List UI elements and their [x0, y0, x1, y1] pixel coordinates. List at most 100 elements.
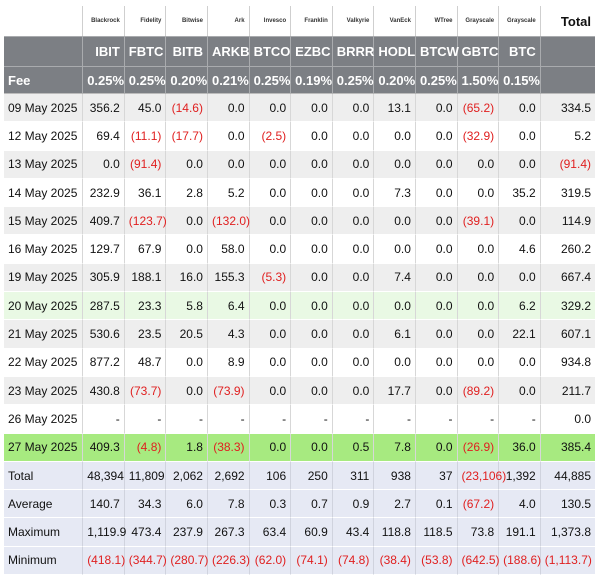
- summary-value: 6.0: [165, 490, 207, 519]
- flow-value: 58.0: [206, 235, 249, 264]
- flow-value: 0.0: [456, 150, 499, 179]
- fee-value: 0.25%: [331, 66, 374, 94]
- row-date: 20 May 2025: [4, 292, 83, 321]
- issuer-name: Fidelity: [123, 6, 166, 36]
- summary-value: 63.4: [248, 518, 291, 547]
- table-row: 15 May 2025 409.7 (123.7) 0.0 (132.0) 0.0 0.0 0…: [4, 207, 595, 236]
- flow-value: -: [82, 405, 124, 434]
- flow-value: 0.0: [373, 150, 415, 179]
- summary-value: 60.9: [290, 518, 332, 547]
- flow-value: 0.0: [414, 94, 457, 123]
- flow-value: 0.0: [248, 178, 291, 208]
- corner-cell: [4, 6, 83, 36]
- fee-value: 0.21%: [206, 66, 249, 94]
- flow-value: 0.0: [498, 348, 540, 377]
- flow-value: 0.0: [290, 292, 332, 321]
- summary-value: 191.1: [498, 518, 540, 547]
- flow-value: (5.3): [248, 263, 291, 293]
- summary-value: 4.0: [498, 490, 540, 519]
- ticker-symbol: EZBC: [290, 36, 332, 66]
- flow-value: 23.3: [123, 292, 166, 321]
- summary-total: 1,373.8: [539, 518, 595, 547]
- flow-value: 0.0: [456, 292, 499, 321]
- fee-value: 0.15%: [498, 66, 540, 94]
- flow-value: 356.2: [82, 94, 124, 123]
- summary-value: (226.3): [206, 546, 250, 576]
- summary-value: 118.8: [373, 518, 415, 547]
- flow-value: 0.0: [414, 292, 457, 321]
- row-total: 607.1: [539, 320, 595, 349]
- table-row: 21 May 2025 530.6 23.5 20.5 4.3 0.0 0.0 0.0 6.1 0…: [4, 320, 595, 349]
- summary-value: 237.9: [165, 518, 207, 547]
- flow-value: 188.1: [123, 263, 166, 293]
- flows-grid: Blackrock Fidelity Bitwise Ark Invesco Frankl…: [4, 6, 595, 576]
- summary-value: (38.4): [373, 546, 415, 576]
- table-row: 13 May 2025 0.0 (91.4) 0.0 0.0 0.0 0.0 0.0 0.0 0.…: [4, 150, 595, 179]
- fee-row: Fee 0.25% 0.25% 0.20% 0.21% 0.25% 0.19% 0.25% 0…: [4, 66, 595, 94]
- flow-value: 0.0: [248, 235, 291, 264]
- flow-value: 0.0: [290, 320, 332, 349]
- flow-value: 35.2: [498, 178, 540, 208]
- issuer-name: Invesco: [248, 6, 291, 36]
- fee-value: 0.19%: [290, 66, 332, 94]
- summary-value: (642.5): [456, 546, 500, 576]
- flow-value: 0.0: [456, 348, 499, 377]
- row-total: 114.9: [539, 207, 595, 236]
- flow-value: 0.0: [165, 150, 207, 179]
- ticker-symbol: GBTC: [456, 36, 498, 66]
- flow-value: 430.8: [82, 376, 124, 406]
- row-date: 21 May 2025: [4, 320, 83, 349]
- ticker-symbol: BTC: [498, 36, 540, 66]
- table-row: 20 May 2025 287.5 23.3 5.8 6.4 0.0 0.0 0.0 0.0 0.…: [4, 292, 595, 321]
- flow-value: 0.0: [290, 150, 332, 179]
- row-total: 385.4: [539, 433, 595, 462]
- flow-value: 0.0: [331, 292, 374, 321]
- summary-value: (67.2): [456, 490, 499, 519]
- issuer-header-row: Blackrock Fidelity Bitwise Ark Invesco Frankl…: [4, 6, 595, 36]
- ticker-symbol: FBTC: [123, 36, 166, 66]
- flow-value: 0.0: [414, 235, 457, 264]
- flow-value: -: [498, 405, 540, 434]
- flow-value: 0.0: [248, 348, 291, 377]
- summary-value: (23,106): [456, 461, 506, 491]
- flow-value: (26.9): [456, 433, 499, 462]
- summary-value: (280.7): [165, 546, 208, 576]
- flow-value: 0.0: [414, 348, 457, 377]
- summary-value: 2.7: [373, 490, 415, 519]
- flow-value: (38.3): [206, 433, 249, 462]
- ticker-symbol: BRRR: [331, 36, 374, 66]
- issuer-name: Bitwise: [165, 6, 207, 36]
- flow-value: 0.0: [248, 207, 291, 236]
- row-date: 22 May 2025: [4, 348, 83, 377]
- flow-value: 0.0: [331, 263, 374, 293]
- flow-value: 0.0: [414, 376, 457, 406]
- flow-value: 0.0: [290, 122, 332, 151]
- row-total: 0.0: [539, 405, 595, 434]
- flow-value: 0.0: [290, 348, 332, 377]
- row-total: 260.2: [539, 235, 595, 264]
- row-total: 667.4: [539, 263, 595, 293]
- summary-value: 0.1: [414, 490, 457, 519]
- flow-value: 0.0: [331, 122, 374, 151]
- flow-value: 7.8: [373, 433, 415, 462]
- flow-value: 0.0: [248, 150, 291, 179]
- issuer-name: VanEck: [373, 6, 415, 36]
- flow-value: 67.9: [123, 235, 166, 264]
- flow-value: 0.0: [373, 122, 415, 151]
- ticker-total-cell: [539, 36, 595, 66]
- flow-value: 0.0: [248, 320, 291, 349]
- ticker-symbol: BTCO: [248, 36, 290, 66]
- flow-value: 6.1: [373, 320, 415, 349]
- flow-value: 69.4: [82, 122, 124, 151]
- flow-value: 0.0: [331, 207, 374, 236]
- table-row: 27 May 2025 409.3 (4.8) 1.8 (38.3) 0.0 0.0 0.5 7…: [4, 433, 595, 462]
- row-total: 319.5: [539, 178, 595, 208]
- flow-value: (73.7): [123, 376, 166, 406]
- row-date: 14 May 2025: [4, 178, 83, 208]
- flow-value: 0.0: [373, 235, 415, 264]
- fee-value: 0.20%: [373, 66, 415, 94]
- summary-label: Total: [4, 461, 83, 491]
- summary-value: 2,692: [206, 461, 249, 491]
- flow-value: 0.0: [498, 263, 540, 293]
- flow-value: 0.0: [456, 235, 499, 264]
